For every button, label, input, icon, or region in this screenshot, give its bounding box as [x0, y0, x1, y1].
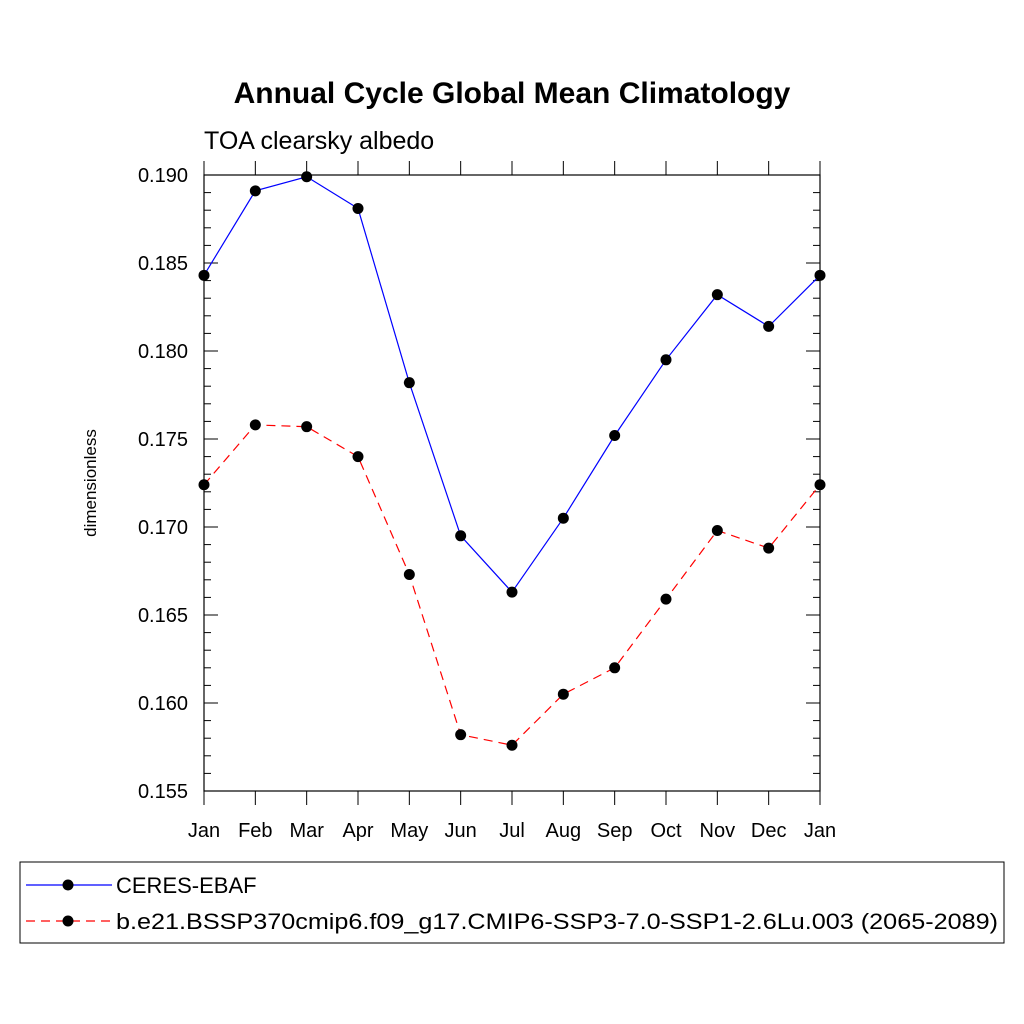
series-1-point — [660, 593, 672, 605]
series-0-point — [660, 354, 672, 366]
y-tick-label: 0.185 — [138, 253, 188, 275]
y-tick-label: 0.175 — [138, 429, 188, 451]
x-tick-label: Mar — [289, 820, 324, 842]
series-0-point — [301, 171, 313, 183]
x-tick-label: Jan — [804, 820, 836, 842]
y-tick-label: 0.165 — [138, 605, 188, 627]
y-tick-label: 0.155 — [138, 781, 188, 803]
series-0-point — [711, 289, 723, 301]
series-0-point — [557, 512, 569, 524]
x-tick-label: Sep — [597, 820, 633, 842]
x-tick-label: Jul — [499, 820, 525, 842]
chart-subtitle: TOA clearsky albedo — [204, 127, 434, 155]
tick-labels: Jan Feb Mar Apr May Jun Jul Aug Sep Oct Nov Dec Jan0… — [138, 165, 836, 842]
x-tick-label: Feb — [238, 820, 272, 842]
series-1-point — [455, 729, 467, 741]
series-0-point — [506, 586, 518, 598]
chart-title: Annual Cycle Global Mean Climatology — [234, 77, 791, 110]
legend-label-ceres: CERES-EBAF — [116, 873, 257, 898]
x-tick-label: Nov — [700, 820, 736, 842]
x-tick-label: May — [390, 820, 428, 842]
series-0-point — [763, 320, 775, 332]
y-tick-label: 0.160 — [138, 693, 188, 715]
y-tick-label: 0.170 — [138, 517, 188, 539]
x-tick-label: Dec — [751, 820, 787, 842]
series-1-point — [403, 569, 415, 581]
legend-marker-ceres — [62, 879, 74, 891]
axis-ticks — [203, 161, 821, 805]
series-0-point — [455, 530, 467, 542]
legend-label-model: b.e21.BSSP370cmip6.f09_g17.CMIP6-SSP3-7.… — [116, 909, 998, 934]
plot-frame — [203, 174, 821, 792]
series-1-point — [763, 542, 775, 554]
series-1-point — [352, 451, 364, 463]
legend: CERES-EBAF b.e21.BSSP370cmip6.f09_g17.CM… — [19, 861, 1005, 944]
series-1-point — [711, 525, 723, 537]
series-0-point — [352, 202, 364, 214]
x-tick-label: Jun — [445, 820, 477, 842]
series-0-point — [403, 377, 415, 389]
series-0-point — [609, 429, 621, 441]
series-0-point — [249, 185, 261, 197]
legend-box — [19, 861, 1005, 944]
series-1-point — [249, 419, 261, 431]
series-1-point — [506, 739, 518, 751]
x-tick-label: Oct — [650, 820, 682, 842]
series-layer — [198, 171, 826, 751]
series-1-point — [301, 421, 313, 433]
legend-marker-model — [62, 915, 74, 927]
y-tick-label: 0.180 — [138, 341, 188, 363]
series-line-0 — [203, 176, 821, 594]
series-1-point — [557, 688, 569, 700]
x-tick-label: Apr — [342, 820, 373, 842]
y-axis-label: dimensionless — [81, 429, 100, 537]
y-tick-label: 0.190 — [138, 165, 188, 187]
series-line-1 — [203, 424, 821, 746]
series-1-point — [609, 662, 621, 674]
x-tick-label: Jan — [188, 820, 220, 842]
x-tick-label: Aug — [546, 820, 582, 842]
